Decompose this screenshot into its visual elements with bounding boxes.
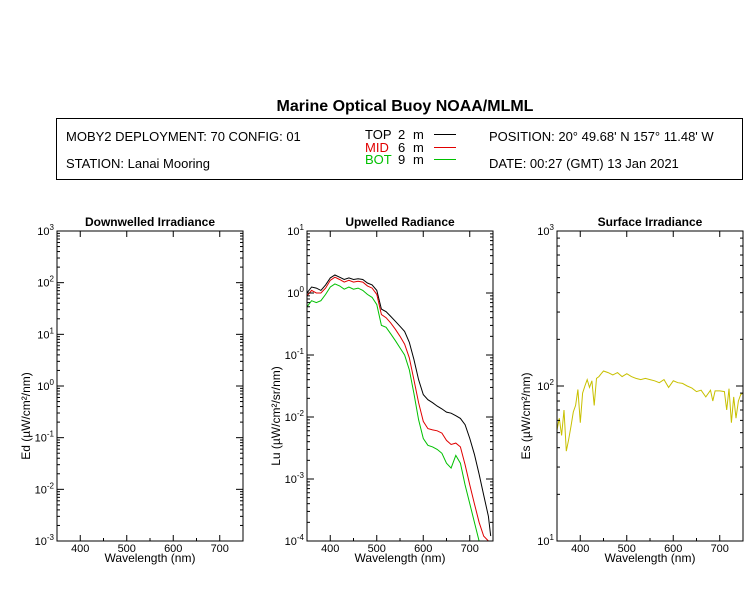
surface-irradiance-title: Surface Irradiance	[598, 215, 703, 229]
surface-irradiance-x-tick-label: 400	[571, 543, 589, 555]
downwelled-irradiance-y-axis-label: Ed (µW/cm²/nm)	[19, 372, 33, 460]
upwelled-radiance-x-tick-label: 700	[461, 543, 479, 555]
legend-mid-unit: m	[413, 140, 424, 155]
surface-irradiance-chart: Surface Irradiance 400 500 600 700 101 102 103 W…	[519, 215, 744, 565]
legend-top-swatch	[434, 134, 456, 135]
legend-top-tag: TOP	[365, 127, 392, 142]
downwelled-irradiance-x-axis-label: Wavelength (nm)	[105, 551, 196, 565]
downwelled-irradiance-y-tick-label: 10-3	[35, 533, 55, 548]
upwelled-radiance-series-line-1	[307, 276, 491, 541]
upwelled-radiance-y-tick-label: 100	[287, 285, 304, 300]
downwelled-irradiance-x-tick-label: 600	[164, 543, 182, 555]
downwelled-irradiance-chart: Downwelled Irradiance 400 500 600 700 10-3 10-…	[19, 215, 244, 565]
downwelled-irradiance-x-tick-label: 700	[211, 543, 229, 555]
info-box: MOBY2 DEPLOYMENT: 70 CONFIG: 01 STATION:…	[56, 118, 743, 180]
legend-top-value: 2	[398, 127, 406, 142]
upwelled-radiance-x-tick-label: 500	[368, 543, 386, 555]
surface-irradiance-y-axis-label: Es (µW/cm²/nm)	[519, 373, 533, 460]
downwelled-irradiance-x-tick-label: 400	[71, 543, 89, 555]
upwelled-radiance-y-tick-label: 10-4	[285, 533, 305, 548]
downwelled-irradiance-title: Downwelled Irradiance	[85, 215, 215, 229]
downwelled-irradiance-y-tick-label: 100	[37, 378, 54, 393]
legend-bot-tag: BOT	[365, 152, 392, 167]
position-label: POSITION: 20° 49.68' N 157° 11.48' W	[489, 129, 714, 144]
downwelled-irradiance-y-tick-label: 101	[37, 326, 54, 341]
legend-bot-swatch	[434, 159, 456, 160]
upwelled-radiance-y-tick-label: 10-3	[285, 471, 305, 486]
downwelled-irradiance-y-tick-label: 10-2	[35, 481, 55, 496]
surface-irradiance-series-line-0	[557, 370, 743, 452]
downwelled-irradiance-y-tick-label: 103	[37, 223, 54, 238]
date-label: DATE: 00:27 (GMT) 13 Jan 2021	[489, 156, 679, 171]
surface-irradiance-y-tick-label: 102	[537, 378, 554, 393]
surface-irradiance-x-tick-label: 700	[711, 543, 729, 555]
downwelled-irradiance-y-tick-label: 10-1	[35, 430, 55, 445]
surface-irradiance-y-tick-label: 101	[537, 533, 554, 548]
upwelled-radiance-x-tick-label: 400	[321, 543, 339, 555]
upwelled-radiance-chart: Upwelled Radiance 400 500 600 700 10-4 10-3 10-…	[269, 215, 494, 565]
deployment-label: MOBY2 DEPLOYMENT: 70 CONFIG: 01	[66, 129, 301, 144]
upwelled-radiance-series-line-0	[307, 274, 492, 537]
downwelled-irradiance-y-tick-label: 102	[37, 275, 54, 290]
upwelled-radiance-y-tick-label: 10-2	[285, 409, 305, 424]
figure-title: Marine Optical Buoy NOAA/MLML	[276, 98, 534, 115]
legend-bot-unit: m	[413, 152, 424, 167]
legend-bot-value: 9	[398, 152, 406, 167]
downwelled-irradiance-x-tick-label: 500	[118, 543, 136, 555]
legend-mid-tag: MID	[365, 140, 389, 155]
surface-irradiance-x-tick-label: 600	[664, 543, 682, 555]
upwelled-radiance-x-axis-label: Wavelength (nm)	[355, 551, 446, 565]
surface-irradiance-y-tick-label: 103	[537, 223, 554, 238]
legend-mid-swatch	[434, 147, 456, 148]
legend-top-unit: m	[413, 127, 424, 142]
upwelled-radiance-title: Upwelled Radiance	[345, 215, 455, 229]
surface-irradiance-x-axis-label: Wavelength (nm)	[605, 551, 696, 565]
upwelled-radiance-y-tick-label: 101	[287, 223, 304, 238]
upwelled-radiance-y-tick-label: 10-1	[285, 347, 305, 362]
downwelled-irradiance-plot-frame	[56, 230, 244, 542]
upwelled-radiance-series-line-2	[307, 283, 491, 541]
upwelled-radiance-y-axis-label: Lu (µW/cm²/sr/nm)	[269, 366, 283, 466]
station-label: STATION: Lanai Mooring	[66, 156, 211, 171]
upwelled-radiance-x-tick-label: 600	[414, 543, 432, 555]
surface-irradiance-x-tick-label: 500	[618, 543, 636, 555]
legend-mid-value: 6	[398, 140, 406, 155]
